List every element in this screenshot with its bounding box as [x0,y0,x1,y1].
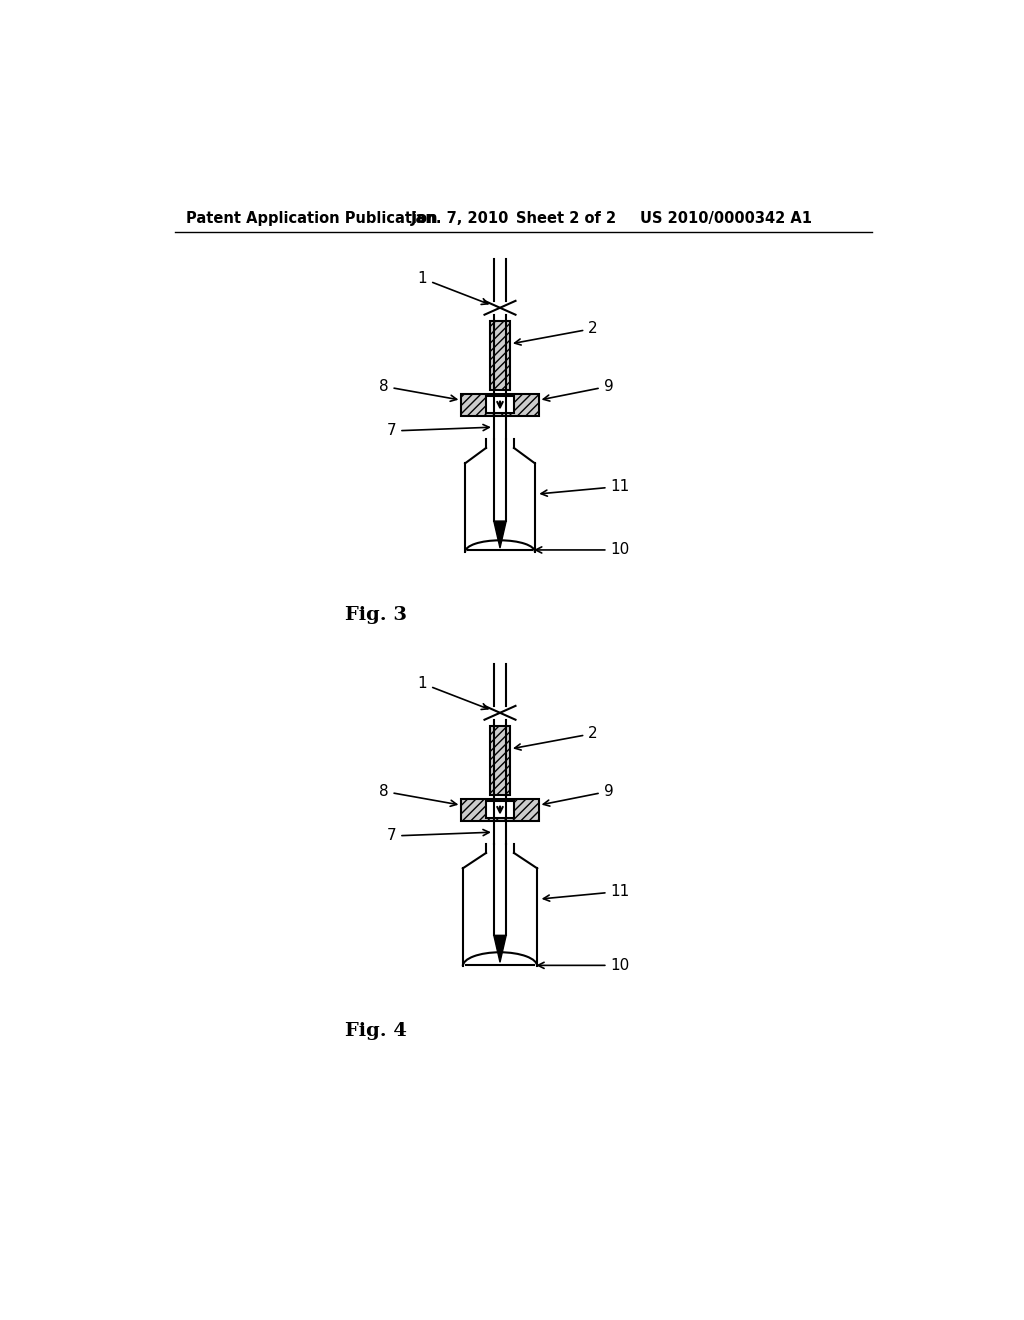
Bar [486,396,514,413]
Bar [489,726,510,795]
Polygon shape [494,936,506,962]
Text: 9: 9 [544,784,613,807]
Text: 10: 10 [536,543,630,557]
Polygon shape [494,521,506,548]
Bar [461,395,539,416]
Text: 9: 9 [544,379,613,401]
Text: 7: 7 [387,829,489,843]
Text: 8: 8 [379,784,457,807]
Text: 7: 7 [387,424,489,438]
Text: 11: 11 [541,479,630,496]
Text: 1: 1 [418,676,487,709]
Bar [489,321,510,391]
Text: Fig. 3: Fig. 3 [345,606,407,624]
Text: Sheet 2 of 2: Sheet 2 of 2 [515,211,615,226]
Text: 2: 2 [515,726,598,750]
Text: 10: 10 [538,958,630,973]
Text: Patent Application Publication: Patent Application Publication [186,211,437,226]
Bar [486,801,514,818]
Text: 8: 8 [379,379,457,401]
Text: US 2010/0000342 A1: US 2010/0000342 A1 [640,211,811,226]
Text: Jan. 7, 2010: Jan. 7, 2010 [411,211,509,226]
Text: Fig. 4: Fig. 4 [345,1022,407,1040]
Text: 11: 11 [544,884,630,902]
Bar [461,799,539,821]
Text: 2: 2 [515,321,598,345]
Text: 1: 1 [418,271,487,305]
